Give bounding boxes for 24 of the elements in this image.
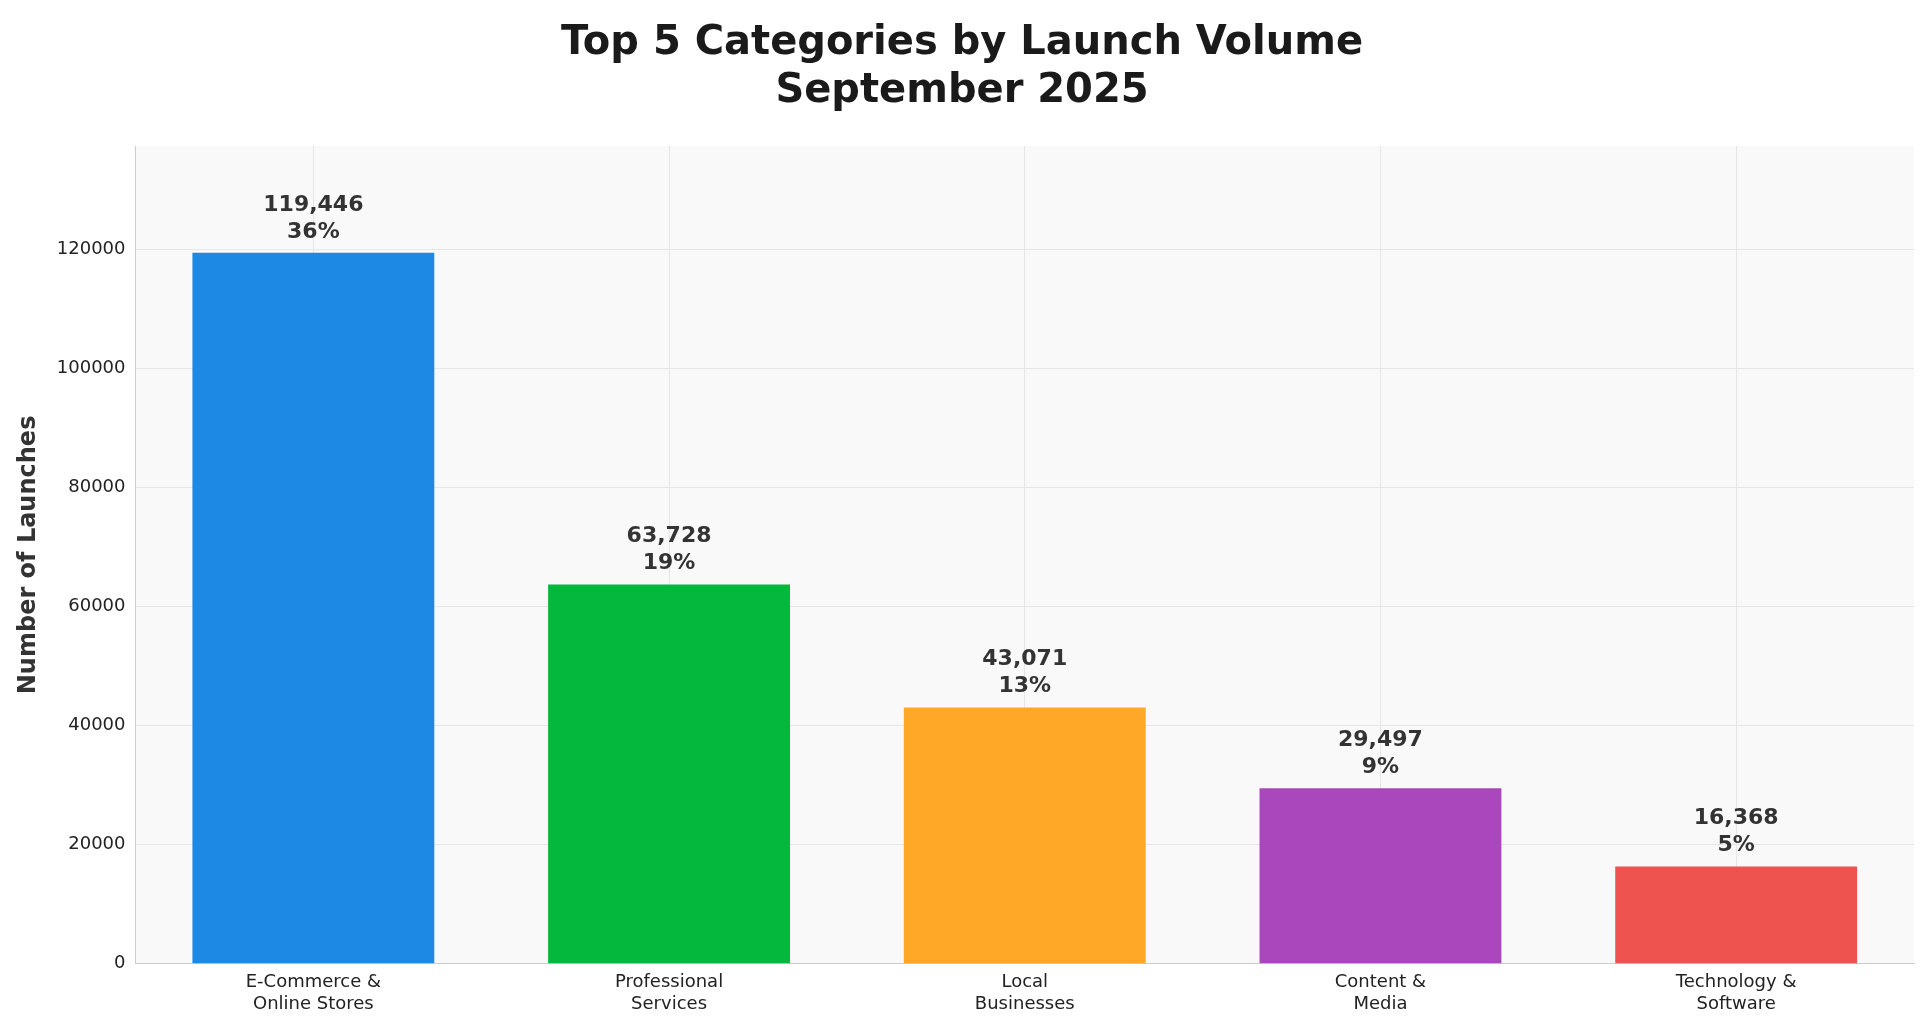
- data-label: 43,071 13%: [982, 645, 1068, 698]
- bar: [192, 252, 435, 964]
- x-tick-label: Local Businesses: [974, 970, 1075, 1013]
- data-label: 16,368 5%: [1693, 804, 1779, 857]
- y-tick-label: 0: [114, 951, 126, 973]
- y-tick-label: 40000: [68, 713, 126, 735]
- data-label: 29,497 9%: [1338, 725, 1423, 778]
- y-tick-label: 60000: [68, 594, 126, 616]
- chart-title: Top 5 Categories by Launch Volume September 2025: [560, 17, 1364, 112]
- x-tick-label: E-Commerce & Online Stores: [245, 970, 382, 1013]
- bar: [903, 707, 1146, 964]
- bar: [548, 584, 790, 964]
- y-tick-label: 100000: [56, 356, 126, 378]
- data-label: 63,728 19%: [626, 522, 712, 575]
- bar: [1259, 788, 1502, 964]
- y-axis-title: Number of Launches: [12, 415, 41, 695]
- x-tick-label: Technology & Software: [1674, 970, 1797, 1013]
- data-label: 119,446 36%: [263, 190, 364, 243]
- x-tick-label: Professional Services: [614, 970, 724, 1013]
- y-tick-label: 80000: [68, 475, 126, 497]
- x-tick-label: Content & Media: [1334, 970, 1427, 1013]
- y-tick-label: 20000: [68, 832, 126, 854]
- y-tick-label: 120000: [56, 237, 126, 259]
- bar: [1615, 866, 1858, 964]
